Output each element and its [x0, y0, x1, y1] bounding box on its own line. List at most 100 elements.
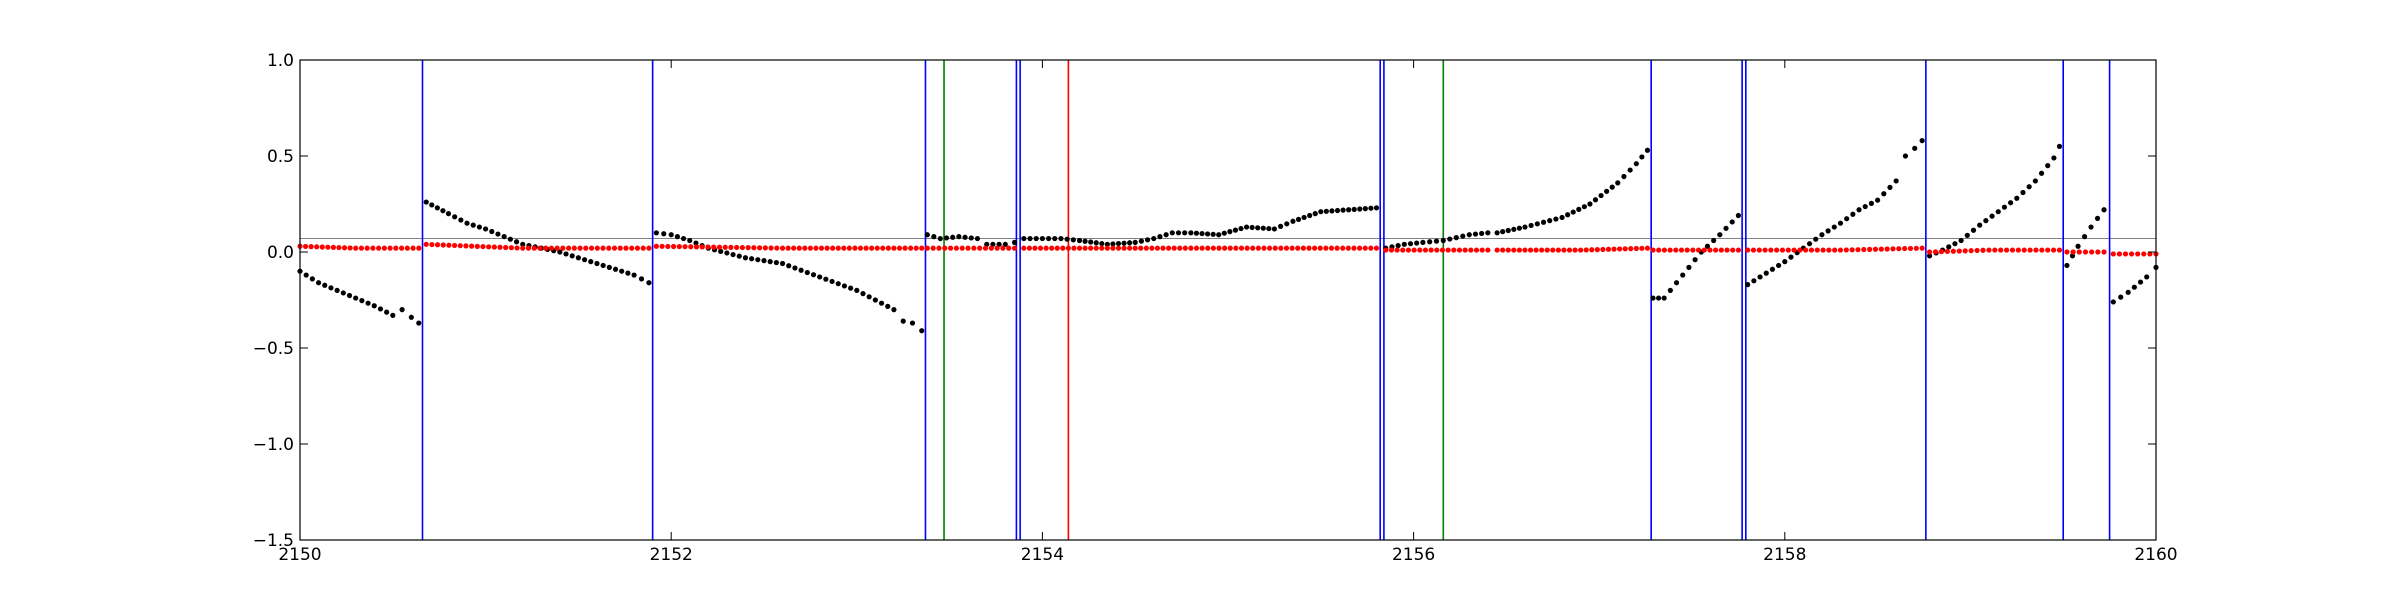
data-point: [1462, 247, 1468, 253]
data-point: [334, 287, 340, 293]
data-point: [1011, 239, 1018, 245]
data-point: [384, 309, 390, 315]
data-point: [988, 245, 994, 251]
data-point: [1033, 235, 1039, 242]
data-point: [1868, 200, 1875, 206]
data-point: [1902, 245, 1908, 252]
data-point: [823, 276, 829, 282]
data-point: [1655, 295, 1662, 301]
data-point: [1565, 212, 1571, 218]
data-point: [1082, 245, 1088, 251]
data-point: [346, 292, 353, 299]
data-point: [531, 245, 537, 251]
data-point: [802, 245, 808, 251]
data-point: [1104, 245, 1110, 251]
data-point: [1561, 247, 1567, 253]
x-tick-label: 2150: [278, 545, 321, 565]
data-point: [1318, 209, 1324, 215]
data-point: [452, 214, 458, 220]
y-tick-label: 0.0: [267, 243, 294, 263]
data-point: [606, 264, 612, 270]
data-point: [1907, 245, 1914, 252]
data-point: [629, 245, 635, 251]
data-point: [1032, 245, 1038, 251]
data-point: [634, 245, 641, 251]
data-point: [399, 307, 405, 313]
data-point: [1383, 247, 1389, 253]
data-point: [457, 243, 463, 249]
data-point: [1724, 247, 1730, 253]
data-point: [902, 245, 908, 251]
data-point: [1826, 247, 1832, 253]
data-point: [1820, 247, 1826, 253]
data-point: [1572, 247, 1578, 253]
data-point: [416, 320, 422, 326]
data-point: [891, 245, 897, 251]
data-point: [930, 245, 936, 251]
data-point: [755, 257, 761, 263]
data-point: [1992, 247, 1998, 253]
data-point: [1193, 245, 1200, 251]
data-point: [869, 245, 875, 251]
data-point: [909, 320, 916, 326]
data-point: [804, 269, 810, 276]
data-point: [1132, 239, 1138, 245]
data-point: [659, 243, 665, 249]
data-point: [640, 245, 646, 251]
data-point: [852, 245, 858, 251]
data-point: [1956, 248, 1962, 254]
data-point: [885, 303, 891, 309]
data-point: [1451, 247, 1457, 253]
data-point: [798, 267, 804, 273]
data-point: [687, 237, 693, 244]
data-point: [1312, 245, 1318, 251]
data-point: [1912, 145, 1918, 151]
data-point: [434, 205, 440, 211]
data-point: [1188, 230, 1194, 236]
data-point: [1849, 247, 1855, 253]
data-point: [1307, 212, 1313, 219]
data-point: [937, 235, 943, 242]
data-point: [2144, 274, 2150, 280]
data-point: [1255, 225, 1261, 231]
data-point: [2147, 251, 2153, 257]
data-point: [1872, 246, 1879, 252]
data-point: [1221, 230, 1227, 236]
data-point: [1704, 243, 1711, 249]
data-point: [495, 231, 501, 237]
data-point: [398, 245, 405, 251]
data-point: [600, 245, 606, 251]
data-point: [2056, 247, 2063, 253]
data-point: [1300, 245, 1306, 251]
data-point: [1500, 247, 1506, 253]
data-point: [1453, 235, 1459, 241]
data-point: [728, 244, 734, 250]
data-point: [943, 235, 950, 241]
data-point: [507, 236, 513, 242]
data-point: [1368, 205, 1374, 211]
data-point: [761, 258, 767, 264]
data-point: [830, 245, 836, 251]
data-point: [1485, 230, 1491, 236]
data-point: [956, 234, 962, 240]
data-point: [722, 244, 728, 250]
data-point: [1205, 245, 1211, 251]
data-point: [1884, 246, 1890, 252]
data-point: [1814, 247, 1820, 253]
data-point: [699, 244, 705, 250]
data-point: [751, 245, 757, 251]
data-point: [1317, 245, 1323, 251]
data-point: [1867, 246, 1873, 252]
data-point: [1238, 225, 1244, 232]
vertical-lines-layer: [421, 60, 2111, 540]
data-point: [336, 244, 342, 251]
data-point: [1456, 247, 1463, 253]
data-point: [2026, 184, 2032, 190]
data-point: [1763, 270, 1769, 276]
data-point: [619, 268, 625, 274]
data-point: [1494, 247, 1500, 253]
data-point: [1054, 245, 1060, 251]
data-point: [1210, 231, 1216, 237]
data-point: [1175, 230, 1182, 236]
data-point: [716, 244, 723, 250]
